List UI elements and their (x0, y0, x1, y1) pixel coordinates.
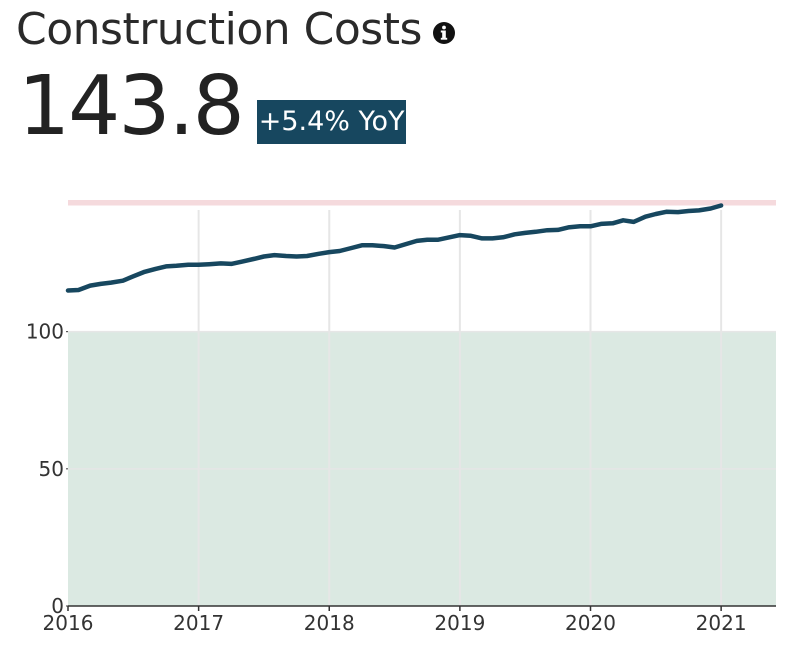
y-tick-label-50: 50 (39, 457, 64, 481)
x-tick-label-2017: 2017 (173, 611, 224, 635)
x-tick-label-2021: 2021 (696, 611, 747, 635)
x-tick-label-2018: 2018 (304, 611, 355, 635)
yoy-change-badge: +5.4% YoY (256, 100, 407, 144)
current-value: 143.8 (18, 59, 245, 154)
x-tick-label-2019: 2019 (434, 611, 485, 635)
x-tick-label-2016: 2016 (43, 611, 94, 635)
chart-title: Construction Costs (16, 4, 422, 55)
x-tick-label-2020: 2020 (565, 611, 616, 635)
value-row: 143.8 +5.4% YoY (18, 59, 407, 154)
y-tick-label-100: 100 (26, 320, 64, 344)
info-icon[interactable] (432, 21, 456, 45)
series-line-0 (65, 203, 724, 293)
y-tick-label-0: 0 (51, 594, 64, 618)
band-1 (68, 200, 776, 206)
title-row: Construction Costs (16, 2, 456, 58)
